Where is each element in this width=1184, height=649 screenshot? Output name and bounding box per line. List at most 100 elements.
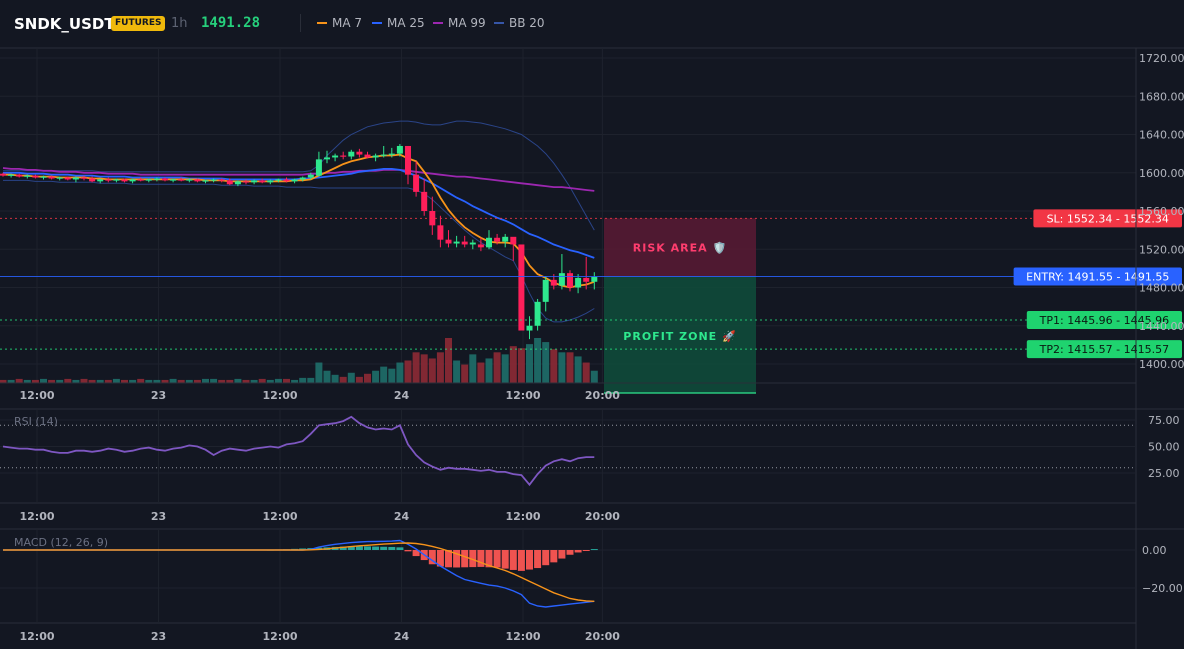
price-pane[interactable]: RISK AREA 🛡️ PROFIT ZONE 🚀 SL: 1552.34 - 1… [0,47,1184,649]
futures-badge: FUTURES [111,16,166,31]
macd-histogram-bar [299,548,307,550]
candle[interactable] [469,242,476,245]
rsi-pane[interactable]: 25.00 50.00 75.00 12:00 23 12:00 24 12:00 20:00 [0,408,1184,523]
candle[interactable] [105,179,112,181]
candle[interactable] [97,179,104,182]
candle[interactable] [162,178,168,181]
candle[interactable] [372,155,379,158]
candle[interactable] [259,180,266,183]
volume-bar [477,362,485,383]
candle[interactable] [291,179,298,182]
candle[interactable] [218,179,225,181]
candle[interactable] [56,177,63,179]
candle[interactable] [396,145,403,154]
candle[interactable] [145,179,152,181]
candle[interactable] [518,244,525,331]
candle[interactable] [72,177,79,180]
candle[interactable] [558,273,565,286]
candle[interactable] [445,239,452,244]
candle[interactable] [186,179,193,181]
candle[interactable] [494,237,501,242]
candle[interactable] [502,236,509,242]
candle[interactable] [364,154,371,158]
candle[interactable] [153,178,160,180]
candle[interactable] [16,174,23,177]
candle[interactable] [226,180,233,185]
candle[interactable] [202,180,209,182]
candle[interactable] [356,151,363,155]
volume-bar [96,379,104,383]
level-tag[interactable] [1033,209,1182,228]
volume-bar [315,362,323,383]
candle[interactable] [477,244,484,248]
candle[interactable] [210,179,217,181]
candle[interactable] [405,145,411,175]
candle[interactable] [137,179,144,181]
candle[interactable] [315,159,322,176]
level-tag[interactable] [1026,340,1182,359]
candle[interactable] [275,179,282,181]
candle[interactable] [461,241,468,245]
candle[interactable] [388,153,395,155]
candle[interactable] [453,241,460,244]
candle[interactable] [380,154,387,156]
candle[interactable] [170,179,177,181]
candle[interactable] [324,157,330,160]
candle[interactable] [567,273,573,288]
legend-ma7[interactable]: MA 7 [317,16,362,30]
candle[interactable] [48,176,55,179]
candle[interactable] [583,277,590,282]
candle[interactable] [24,175,31,177]
candle[interactable] [332,155,339,158]
candle[interactable] [437,225,444,240]
candle[interactable] [299,177,306,180]
candle[interactable] [8,174,15,176]
candle[interactable] [340,155,347,157]
candle[interactable] [40,176,47,178]
candle[interactable] [32,175,39,178]
candle[interactable] [234,181,241,185]
candle[interactable] [129,179,136,182]
candle[interactable] [510,236,517,245]
candle[interactable] [267,180,274,183]
candle[interactable] [413,174,420,192]
candle[interactable] [113,179,120,181]
candle[interactable] [0,173,6,176]
candle[interactable] [486,237,492,248]
candle[interactable] [243,181,249,183]
candle[interactable] [534,301,541,326]
legend-ma99[interactable]: MA 99 [433,16,486,30]
candle[interactable] [251,180,258,183]
candle[interactable] [178,179,185,181]
candle[interactable] [591,276,598,282]
candle[interactable] [526,325,533,331]
timeframe-label[interactable]: 1h [171,16,188,31]
legend-ma25[interactable]: MA 25 [372,16,425,30]
candle[interactable] [348,151,355,157]
level-tag[interactable] [1013,267,1182,286]
candle[interactable] [421,191,428,211]
candle[interactable] [194,179,201,182]
candle[interactable] [89,178,96,182]
profit-zone[interactable] [604,276,756,393]
profit-zone-label: PROFIT ZONE 🚀 [623,330,736,343]
macd-pane[interactable]: 0.00 −20.00 12:00 23 12:00 24 12:00 20:00 [0,528,1184,643]
volume-bar [104,379,112,383]
candle[interactable] [429,211,436,226]
macd-histogram-bar [469,550,477,568]
candle[interactable] [81,177,87,179]
candle[interactable] [575,277,582,288]
candle[interactable] [542,279,549,302]
candle[interactable] [550,279,557,286]
price-tick-label: 1520.00 [1139,243,1184,256]
candle[interactable] [307,174,314,178]
level-tag[interactable] [1026,311,1182,330]
risk-area-zone[interactable] [604,218,756,277]
candle[interactable] [121,179,128,182]
time-tick-label: 12:00 [506,389,541,402]
candle[interactable] [283,179,290,182]
candle[interactable] [64,177,71,180]
symbol-name[interactable]: SNDK_USDT [14,15,115,33]
legend-bb20[interactable]: BB 20 [494,16,545,30]
